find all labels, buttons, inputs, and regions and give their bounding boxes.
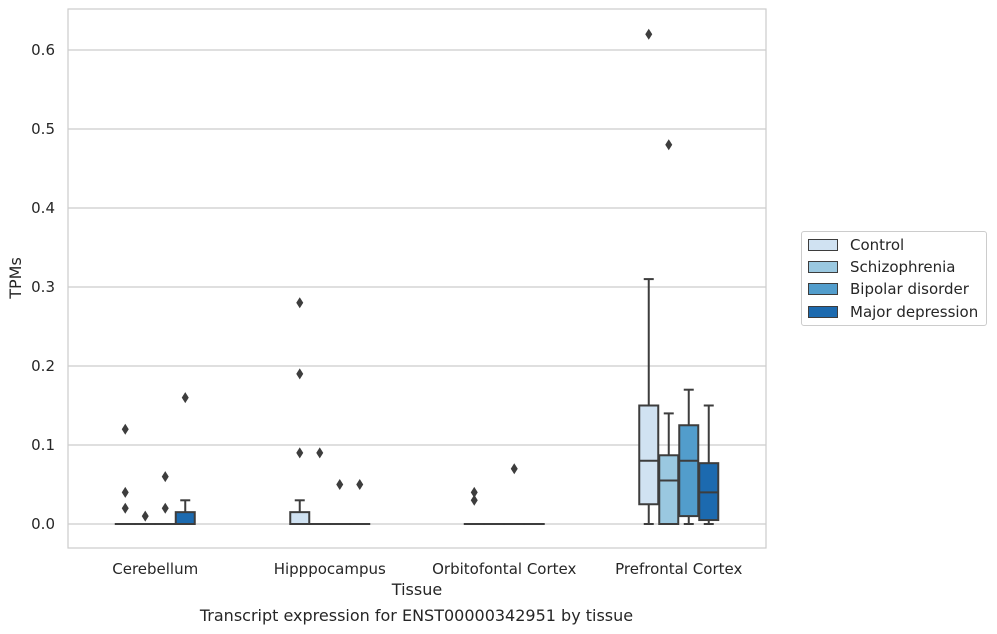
legend-item-control: Control — [808, 235, 904, 255]
legend-label: Bipolar disorder — [850, 280, 969, 298]
outlier-point — [665, 139, 673, 151]
box-body — [174, 511, 196, 526]
x-tick-label: Cerebellum — [112, 560, 198, 578]
outlier-point — [296, 297, 304, 309]
outlier-point — [316, 447, 324, 459]
box-bipolar-disorder — [329, 479, 351, 526]
box-schizophrenia — [309, 447, 331, 526]
plot-frame — [67, 8, 767, 549]
outlier-point — [121, 502, 129, 514]
y-tick-label: 0.4 — [31, 199, 55, 217]
legend-label: Schizophrenia — [850, 258, 956, 276]
box-control — [638, 28, 660, 525]
box-schizophrenia — [658, 139, 680, 525]
y-axis-label: TPMs — [6, 257, 25, 300]
legend-item-bipolar-disorder: Bipolar disorder — [808, 279, 969, 299]
box-major-depression — [349, 479, 371, 526]
outlier-point — [296, 447, 304, 459]
outlier-point — [121, 486, 129, 498]
box-body — [638, 404, 660, 506]
x-tick-label: Prefrontal Cortex — [615, 560, 742, 578]
outlier-point — [161, 471, 169, 483]
y-tick-label: 0.0 — [31, 515, 55, 533]
box-major-depression — [174, 392, 196, 526]
box-major-depression — [698, 404, 720, 525]
outlier-point — [356, 479, 364, 490]
outlier-point — [510, 463, 518, 475]
outlier-point — [181, 392, 189, 404]
outlier-point — [161, 502, 169, 514]
boxes — [114, 28, 720, 526]
box-bipolar-disorder — [678, 388, 700, 525]
outlier-point — [645, 28, 653, 40]
legend: Control Schizophrenia Bipolar disorder M… — [801, 231, 987, 326]
legend-swatch-control — [808, 239, 838, 251]
legend-label: Major depression — [850, 303, 979, 321]
y-tick-label: 0.3 — [31, 278, 55, 296]
box-body — [658, 454, 680, 525]
y-tick-labels: 0.0 0.1 0.2 0.3 0.4 0.5 0.6 — [31, 41, 55, 533]
box-bipolar-disorder — [154, 471, 176, 526]
outlier-point — [141, 510, 149, 522]
legend-label: Control — [850, 236, 905, 254]
box-bipolar-disorder — [503, 463, 525, 526]
legend-swatch-schizophrenia — [808, 261, 838, 273]
outlier-point — [336, 479, 344, 490]
box-control — [463, 486, 485, 526]
x-axis-label: Tissue — [391, 580, 442, 599]
box-control — [289, 297, 311, 526]
legend-swatch-major-depression — [808, 306, 838, 318]
x-tick-label: Hipppocampus — [274, 560, 386, 578]
y-tick-label: 0.2 — [31, 357, 55, 375]
box-body — [678, 424, 700, 518]
legend-swatch-bipolar-disorder — [808, 283, 838, 295]
chart-caption: Transcript expression for ENST0000034295… — [199, 606, 634, 625]
outlier-point — [470, 486, 478, 498]
y-tick-label: 0.6 — [31, 41, 55, 59]
y-tick-label: 0.5 — [31, 120, 55, 138]
y-tick-label: 0.1 — [31, 436, 55, 454]
box-schizophrenia — [134, 510, 156, 526]
box-control — [114, 423, 136, 526]
outlier-point — [470, 494, 478, 506]
x-tick-label: Orbitofontal Cortex — [432, 560, 576, 578]
x-tick-labels: Cerebellum Hipppocampus Orbitofontal Corte… — [112, 560, 742, 578]
gridlines — [68, 49, 766, 525]
box-body — [289, 511, 311, 526]
legend-item-schizophrenia: Schizophrenia — [808, 257, 955, 277]
outlier-point — [296, 368, 304, 380]
outlier-point — [121, 423, 129, 435]
legend-item-major-depression: Major depression — [808, 302, 978, 322]
